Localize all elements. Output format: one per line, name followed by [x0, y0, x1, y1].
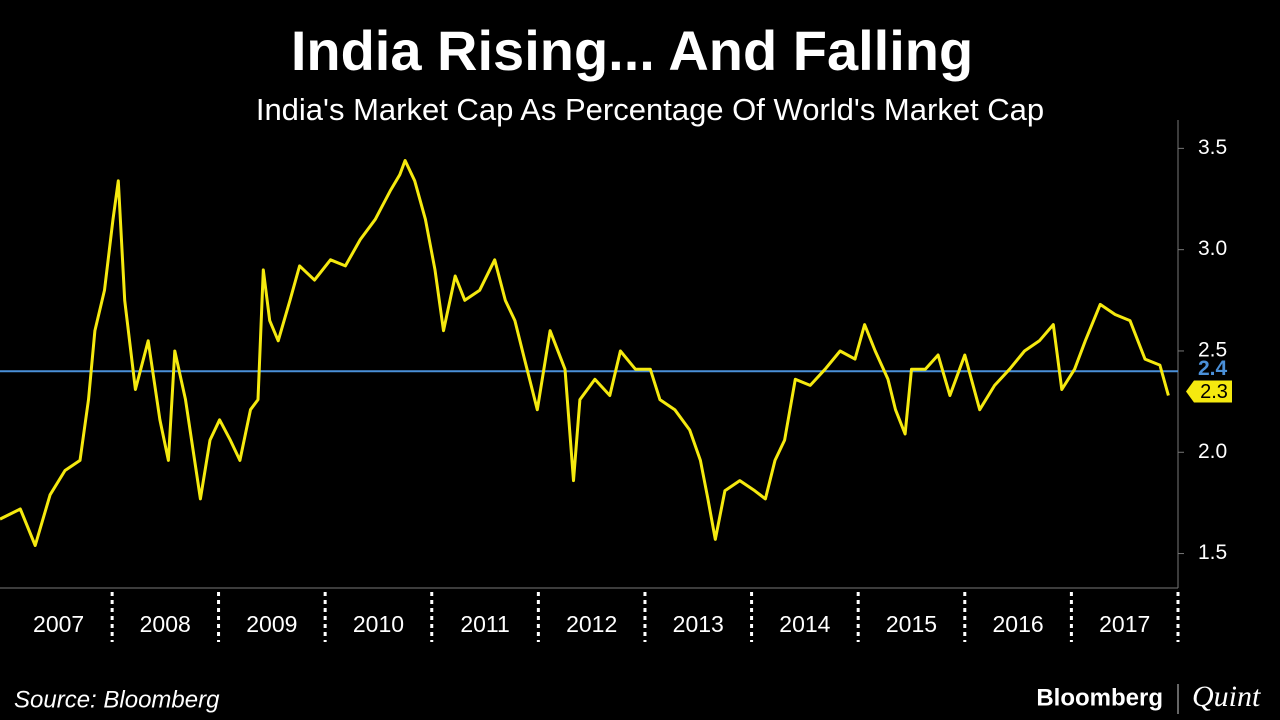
- x-tick-label: 2017: [1099, 611, 1150, 637]
- x-tick-label: 2009: [246, 611, 297, 637]
- y-tick-label: 3.0: [1198, 237, 1227, 260]
- last-value-label: 2.3: [1200, 381, 1228, 403]
- x-tick-label: 2012: [566, 611, 617, 637]
- x-tick-label: 2014: [779, 611, 830, 637]
- x-tick-label: 2013: [673, 611, 724, 637]
- y-tick-label: 2.0: [1198, 440, 1227, 463]
- y-tick-label: 1.5: [1198, 541, 1227, 564]
- y-tick-label: 3.5: [1198, 136, 1227, 159]
- brand: Bloomberg: [1036, 684, 1163, 711]
- chart-title: India Rising... And Falling: [291, 19, 973, 82]
- chart-subtitle: India's Market Cap As Percentage Of Worl…: [256, 92, 1044, 127]
- x-tick-label: 2011: [460, 611, 509, 637]
- x-tick-label: 2010: [353, 611, 404, 637]
- reference-label: 2.4: [1198, 357, 1228, 380]
- source: Source: Bloomberg: [14, 686, 220, 713]
- x-tick-label: 2016: [993, 611, 1044, 637]
- y-tick-label: 2.5: [1198, 339, 1227, 362]
- line-series: [0, 159, 1170, 547]
- brand-partner: Quint: [1192, 680, 1261, 713]
- last-value-tag: [1186, 380, 1232, 403]
- x-tick-label: 2008: [140, 611, 191, 637]
- x-tick-label: 2015: [886, 611, 937, 637]
- x-tick-label: 2007: [33, 611, 84, 637]
